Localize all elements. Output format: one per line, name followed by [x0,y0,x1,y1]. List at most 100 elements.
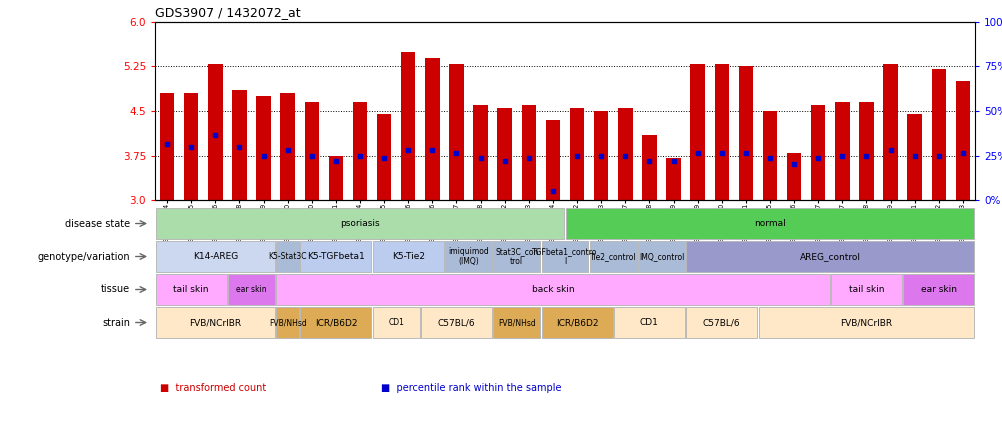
Bar [883,63,897,200]
Bar [685,242,973,272]
Text: ICR/B6D2: ICR/B6D2 [555,318,598,327]
Bar [762,111,777,200]
Bar [155,274,226,305]
Bar [859,102,873,200]
Bar [907,114,921,200]
Bar [493,242,540,272]
Bar [257,96,271,200]
Bar [493,307,540,338]
Bar [155,208,564,239]
Bar [301,242,371,272]
Bar [689,63,704,200]
Bar [373,307,419,338]
Bar [329,155,343,200]
Bar [421,307,491,338]
Bar [276,242,299,272]
Bar [521,105,535,200]
Bar [713,63,728,200]
Bar [565,208,973,239]
Text: FVB/NHsd: FVB/NHsd [497,318,535,327]
Bar [589,242,636,272]
Bar [541,242,588,272]
Bar [155,242,275,272]
Text: Stat3C_con
trol: Stat3C_con trol [495,247,538,266]
Bar [589,242,636,272]
Bar [831,274,901,305]
Text: K5-Stat3C: K5-Stat3C [269,252,307,261]
Text: imiquimod
(IMQ): imiquimod (IMQ) [448,247,488,266]
Bar [541,307,612,338]
Bar [159,93,174,200]
Bar [301,242,371,272]
Text: C57BL/6: C57BL/6 [437,318,475,327]
Bar [377,114,391,200]
Text: tail skin: tail skin [173,285,208,294]
Text: psoriasis: psoriasis [340,219,380,228]
Bar [353,102,367,200]
Text: K5-TGFbeta1: K5-TGFbeta1 [307,252,365,261]
Bar [787,153,801,200]
Text: TGFbeta1_contro
l: TGFbeta1_contro l [532,247,597,266]
Bar [617,108,632,200]
Bar [903,274,973,305]
Text: K14-AREG: K14-AREG [192,252,237,261]
Text: FVB/NHsd: FVB/NHsd [269,318,307,327]
Bar [903,274,973,305]
Bar [565,208,973,239]
Text: AREG_control: AREG_control [799,252,860,261]
Text: ear skin: ear skin [920,285,956,294]
Bar [305,102,319,200]
Bar [641,135,656,200]
Bar [445,242,491,272]
Bar [301,307,371,338]
Bar [541,242,588,272]
Bar [281,93,295,200]
Bar [473,105,487,200]
Bar [276,274,829,305]
Text: CD1: CD1 [639,318,658,327]
Bar [493,307,540,338]
Text: C57BL/6: C57BL/6 [702,318,739,327]
Bar [155,242,275,272]
Text: genotype/variation: genotype/variation [37,251,130,262]
Bar [276,307,299,338]
Bar [155,274,226,305]
Text: FVB/NCrIBR: FVB/NCrIBR [189,318,241,327]
Text: CD1: CD1 [388,318,404,327]
Bar [737,67,753,200]
Text: ICR/B6D2: ICR/B6D2 [315,318,357,327]
Bar [155,307,275,338]
Text: ear skin: ear skin [235,285,267,294]
Bar [685,242,973,272]
Bar [569,108,584,200]
Bar [613,307,684,338]
Bar [685,307,757,338]
Bar [493,242,540,272]
Bar [613,307,684,338]
Bar [931,69,945,200]
Text: ■  percentile rank within the sample: ■ percentile rank within the sample [381,383,560,393]
Bar [811,105,825,200]
Bar [183,93,198,200]
Bar [545,120,560,200]
Text: FVB/NCrIBR: FVB/NCrIBR [840,318,892,327]
Bar [373,307,419,338]
Bar [541,307,612,338]
Bar [155,208,564,239]
Text: Tie2_control: Tie2_control [589,252,636,261]
Bar [637,242,684,272]
Bar [373,242,443,272]
Bar [401,52,415,200]
Bar [276,274,829,305]
Bar [227,274,275,305]
Bar [231,90,246,200]
Bar [425,58,439,200]
Text: tail skin: tail skin [848,285,884,294]
Text: disease state: disease state [65,218,130,229]
Bar [207,63,222,200]
Bar [301,307,371,338]
Bar [593,111,608,200]
Bar [758,307,973,338]
Bar [449,63,463,200]
Text: IMQ_control: IMQ_control [638,252,683,261]
